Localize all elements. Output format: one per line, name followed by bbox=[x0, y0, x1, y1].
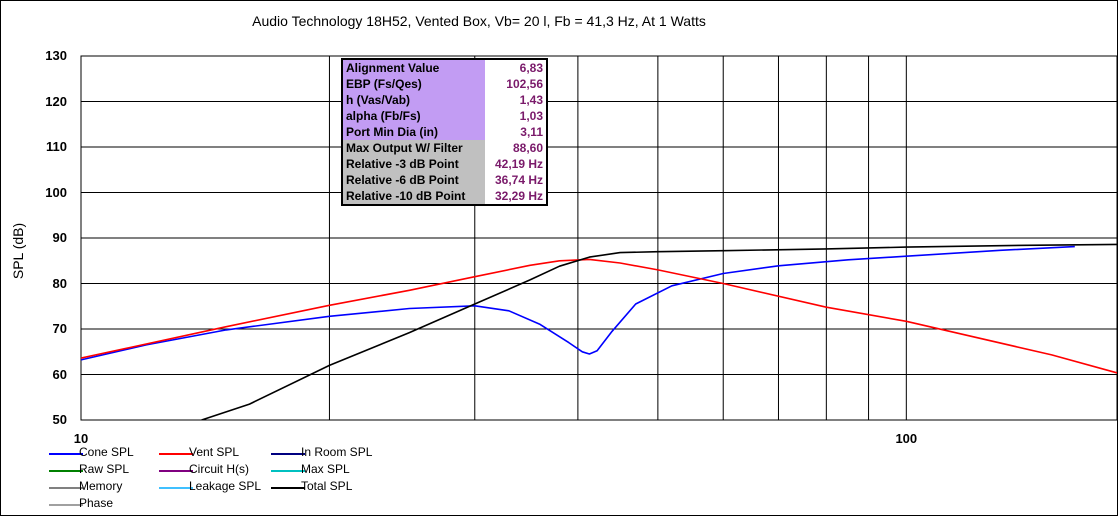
info-row: Max Output W/ Filter 88,60 bbox=[342, 140, 547, 156]
info-row: alpha (Fb/Fs) 1,03 bbox=[342, 108, 547, 124]
info-row: Alignment Value 6,83 bbox=[342, 59, 547, 76]
info-value: 3,11 bbox=[484, 124, 547, 140]
chart-title: Audio Technology 18H52, Vented Box, Vb= … bbox=[252, 13, 706, 29]
legend-label: Max SPL bbox=[301, 462, 350, 476]
info-row: h (Vas/Vab) 1,43 bbox=[342, 92, 547, 108]
info-label: Relative -6 dB Point bbox=[342, 172, 485, 188]
y-tick-label: 120 bbox=[45, 93, 67, 109]
info-value: 1,43 bbox=[484, 92, 547, 108]
y-axis-title: SPL (dB) bbox=[10, 222, 26, 280]
series-line-total-spl bbox=[201, 243, 1117, 420]
legend-swatch bbox=[49, 470, 83, 472]
legend-label: Raw SPL bbox=[79, 462, 130, 476]
legend-label: Cone SPL bbox=[79, 445, 134, 459]
legend-swatch bbox=[49, 504, 83, 506]
info-value: 88,60 bbox=[484, 140, 547, 156]
info-value: 102,56 bbox=[484, 76, 547, 92]
legend-swatch bbox=[271, 470, 305, 472]
legend-swatch bbox=[159, 470, 193, 472]
info-row: EBP (Fs/Qes) 102,56 bbox=[342, 76, 547, 92]
legend-label: Leakage SPL bbox=[189, 479, 262, 493]
x-tick-label: 10 bbox=[73, 431, 89, 446]
legend-label: In Room SPL bbox=[301, 445, 373, 459]
legend-swatch bbox=[271, 487, 305, 489]
legend-label: Circuit H(s) bbox=[189, 462, 249, 476]
info-row: Relative -3 dB Point 42,19 Hz bbox=[342, 156, 547, 172]
info-label: h (Vas/Vab) bbox=[342, 92, 485, 108]
info-label: Port Min Dia (in) bbox=[342, 124, 485, 140]
info-value: 36,74 Hz bbox=[484, 172, 547, 188]
info-row: Relative -10 dB Point 32,29 Hz bbox=[342, 188, 547, 205]
info-label: Alignment Value bbox=[342, 59, 485, 76]
info-value: 42,19 Hz bbox=[484, 156, 547, 172]
info-value: 32,29 Hz bbox=[484, 188, 547, 205]
plot-border bbox=[80, 55, 1117, 421]
info-row: Relative -6 dB Point 36,74 Hz bbox=[342, 172, 547, 188]
y-tick-label: 50 bbox=[52, 412, 67, 427]
series-line-cone-spl bbox=[81, 245, 1075, 361]
info-label: alpha (Fb/Fs) bbox=[342, 108, 485, 124]
y-tick-label: 110 bbox=[46, 139, 67, 154]
info-label: Relative -3 dB Point bbox=[342, 156, 485, 172]
legend-label: Memory bbox=[79, 479, 123, 493]
y-tick-label: 70 bbox=[52, 321, 67, 336]
legend-swatch bbox=[271, 453, 305, 455]
info-value: 6,83 bbox=[484, 59, 547, 76]
y-tick-label: 130 bbox=[45, 48, 67, 63]
legend-swatch bbox=[159, 453, 193, 455]
legend-label: Phase bbox=[79, 496, 114, 510]
y-tick-label: 100 bbox=[45, 184, 67, 200]
info-label: EBP (Fs/Qes) bbox=[342, 76, 485, 92]
legend-swatch bbox=[159, 487, 193, 489]
series-line-vent-spl bbox=[81, 258, 1117, 374]
legend-label: Total SPL bbox=[301, 479, 353, 493]
y-tick-label: 60 bbox=[52, 366, 67, 382]
alignment-info-box: Alignment Value 6,83 EBP (Fs/Qes) 102,56 h (… bbox=[341, 58, 548, 206]
y-tick-label: 90 bbox=[52, 230, 67, 245]
legend-label: Vent SPL bbox=[189, 445, 240, 459]
y-tick-label: 80 bbox=[52, 275, 67, 291]
info-value: 1,03 bbox=[484, 108, 547, 124]
x-tick-label: 100 bbox=[895, 431, 918, 446]
info-row: Port Min Dia (in) 3,11 bbox=[342, 124, 547, 140]
legend: Cone SPL Vent SPL In Room SPL Raw SPL Circui… bbox=[49, 445, 469, 511]
legend-swatch bbox=[49, 453, 83, 455]
info-label: Max Output W/ Filter bbox=[342, 140, 485, 156]
legend-swatch bbox=[49, 487, 83, 489]
info-label: Relative -10 dB Point bbox=[342, 188, 485, 205]
